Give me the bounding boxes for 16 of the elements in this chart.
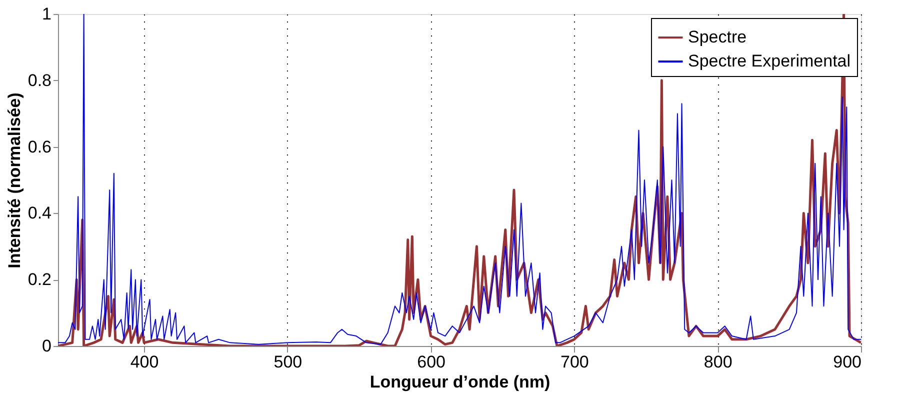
x-tick-label: 900 <box>833 352 862 372</box>
x-tick-label: 800 <box>704 352 732 372</box>
y-tick-label: 0.6 <box>28 137 52 156</box>
x-tick-label: 400 <box>130 352 159 372</box>
y-tick-label: 0.2 <box>28 270 52 290</box>
x-tick-label: 500 <box>274 352 302 372</box>
x-tick-label: 600 <box>417 352 446 372</box>
y-tick-label: 0 <box>42 336 52 356</box>
x-tick-label: 700 <box>560 352 589 372</box>
legend-label: Spectre <box>688 28 747 46</box>
x-axis-title: Longueur d’onde (nm) <box>370 372 550 392</box>
legend-label: Spectre Experimental <box>688 52 851 70</box>
y-tick-label: 0.8 <box>28 70 52 90</box>
y-tick-label: 1 <box>42 4 52 24</box>
y-axis-title: Intensité (normalisée) <box>4 92 24 268</box>
y-tick-label: 0.4 <box>28 204 52 223</box>
